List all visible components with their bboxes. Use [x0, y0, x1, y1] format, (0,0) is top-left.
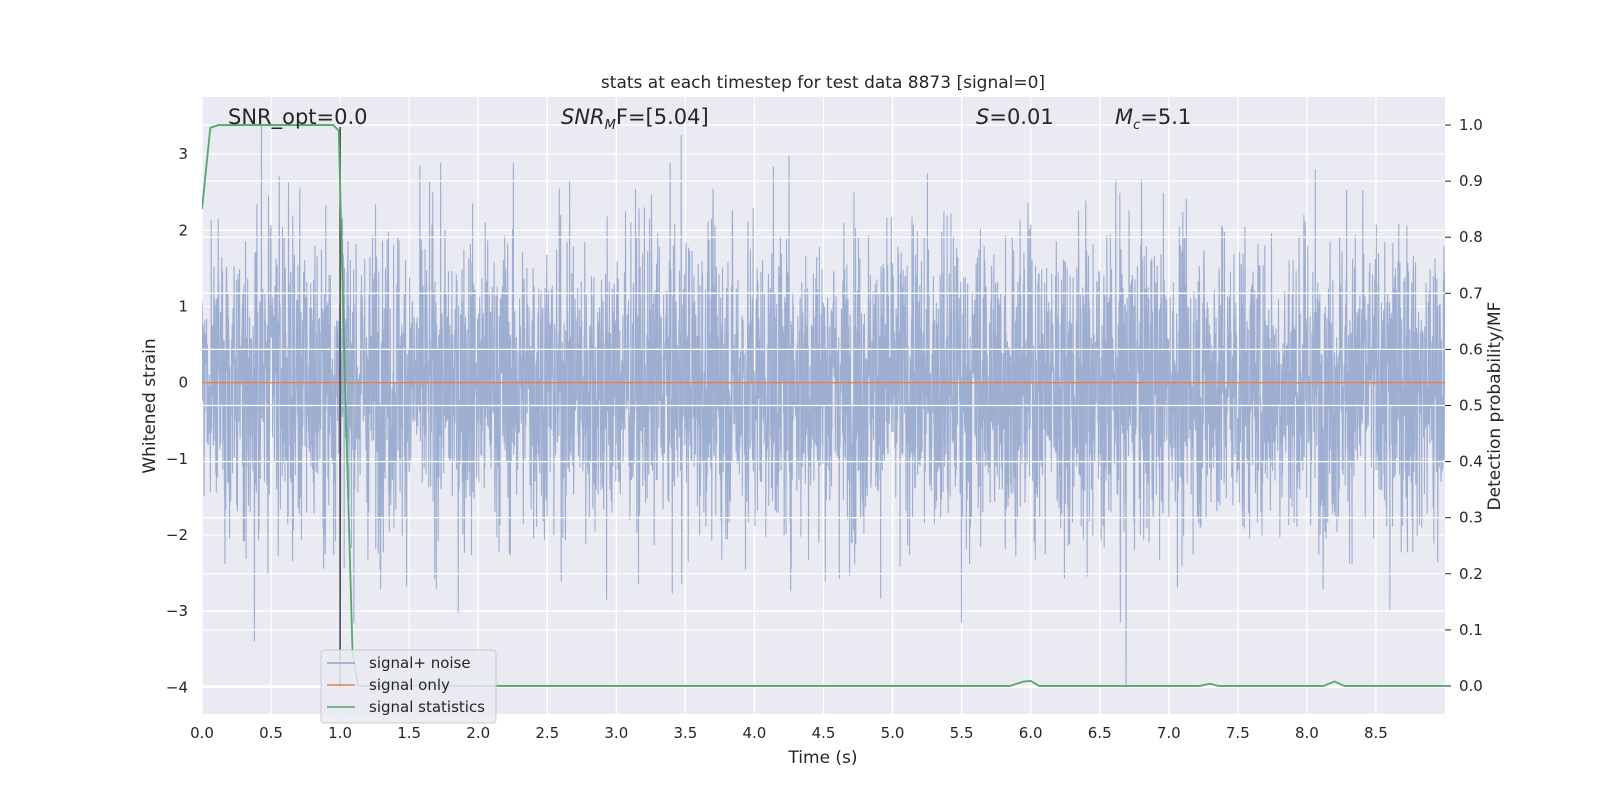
series-signal-statistics	[202, 124, 1445, 687]
x-tick-label: 1.5	[397, 724, 421, 742]
y-right-tick-label: 0.5	[1459, 397, 1483, 415]
x-tick-label: 6.5	[1088, 724, 1112, 742]
y-right-tick-label: 0.2	[1459, 565, 1483, 583]
x-tick-labels: 0.0 0.5 1.0 1.5 2.0 2.5 3.0 3.5 4.0 4.5 5.0 5.5 6.0 6…	[190, 724, 1388, 742]
chart-title: stats at each timestep for test data 887…	[601, 73, 1045, 93]
y-right-tick-label: 0.3	[1459, 509, 1483, 527]
x-tick-label: 6.0	[1019, 724, 1043, 742]
y-tick-label: 1	[178, 297, 188, 315]
x-axis-label: Time (s)	[787, 748, 857, 768]
annotation-snr-mf: SNRMF=[5.04]	[561, 105, 709, 133]
x-tick-label: 0.5	[259, 724, 283, 742]
x-tick-label: 8.5	[1364, 724, 1388, 742]
s-rest: =0.01	[989, 105, 1053, 129]
x-tick-label: 5.5	[950, 724, 974, 742]
mc-rest: =5.1	[1140, 105, 1191, 129]
y-axis-label: Whitened strain	[140, 338, 160, 473]
x-tick-label: 4.0	[743, 724, 767, 742]
annotation-mc: Mc=5.1	[1115, 105, 1191, 133]
series-signal-plus-noise	[202, 123, 1445, 688]
y-tick-label: −3	[166, 602, 188, 620]
y-right-tick-label: 0.6	[1459, 340, 1483, 358]
annotation-s: S=0.01	[976, 105, 1054, 129]
x-tick-label: 2.5	[535, 724, 559, 742]
mc-var: M	[1115, 105, 1133, 129]
y-right-tick-label: 0.0	[1459, 677, 1483, 695]
x-tick-label: 5.0	[881, 724, 905, 742]
x-tick-label: 3.5	[673, 724, 697, 742]
annotation-snr-opt: SNR_opt=0.0	[228, 105, 368, 130]
y-tick-label: −2	[166, 526, 188, 544]
y-right-tick-label: 0.4	[1459, 453, 1483, 471]
x-tick-label: 8.0	[1295, 724, 1319, 742]
snr-mf-rest: F=[5.04]	[616, 105, 709, 129]
y-right-tick-label: 1.0	[1459, 116, 1483, 134]
y-right-tick-label: 0.1	[1459, 621, 1483, 639]
legend-label-signal-plus-noise: signal+ noise	[369, 654, 471, 672]
y-right-tick-label: 0.7	[1459, 284, 1483, 302]
x-tick-label: 7.5	[1226, 724, 1250, 742]
signal-statistics-line	[202, 124, 1445, 687]
y-right-tick-label: 0.8	[1459, 228, 1483, 246]
y-tick-label: −1	[166, 450, 188, 468]
x-tick-label: 0.0	[190, 724, 214, 742]
y-tick-labels: 3 2 1 0 −1 −2 −3 −4	[166, 145, 188, 696]
x-tick-label: 2.0	[466, 724, 490, 742]
signal-plus-noise-line	[202, 123, 1445, 688]
y-right-tick-label: 0.9	[1459, 172, 1483, 190]
s-var: S	[976, 105, 989, 129]
x-tick-label: 1.0	[328, 724, 352, 742]
legend-label-signal-only: signal only	[369, 676, 450, 694]
y-right-tick-labels: 1.0 0.9 0.8 0.7 0.6 0.5 0.4 0.3 0.2 0.1 0.0	[1445, 116, 1483, 695]
y-right-axis-label: Detection probability/MF	[1485, 302, 1505, 511]
legend-label-signal-statistics: signal statistics	[369, 698, 485, 716]
snr-mf-main: SNR	[561, 105, 605, 129]
y-tick-label: 3	[178, 145, 188, 163]
y-tick-label: 2	[178, 221, 188, 239]
x-tick-label: 4.5	[812, 724, 836, 742]
y-tick-label: 0	[178, 374, 188, 392]
y-tick-label: −4	[166, 678, 188, 696]
snr-mf-sub: M	[605, 118, 616, 133]
x-tick-label: 3.0	[604, 724, 628, 742]
mc-sub: c	[1133, 118, 1140, 133]
legend: signal+ noise signal only signal statist…	[320, 649, 497, 724]
x-tick-label: 7.0	[1157, 724, 1181, 742]
legend-box	[320, 649, 497, 724]
